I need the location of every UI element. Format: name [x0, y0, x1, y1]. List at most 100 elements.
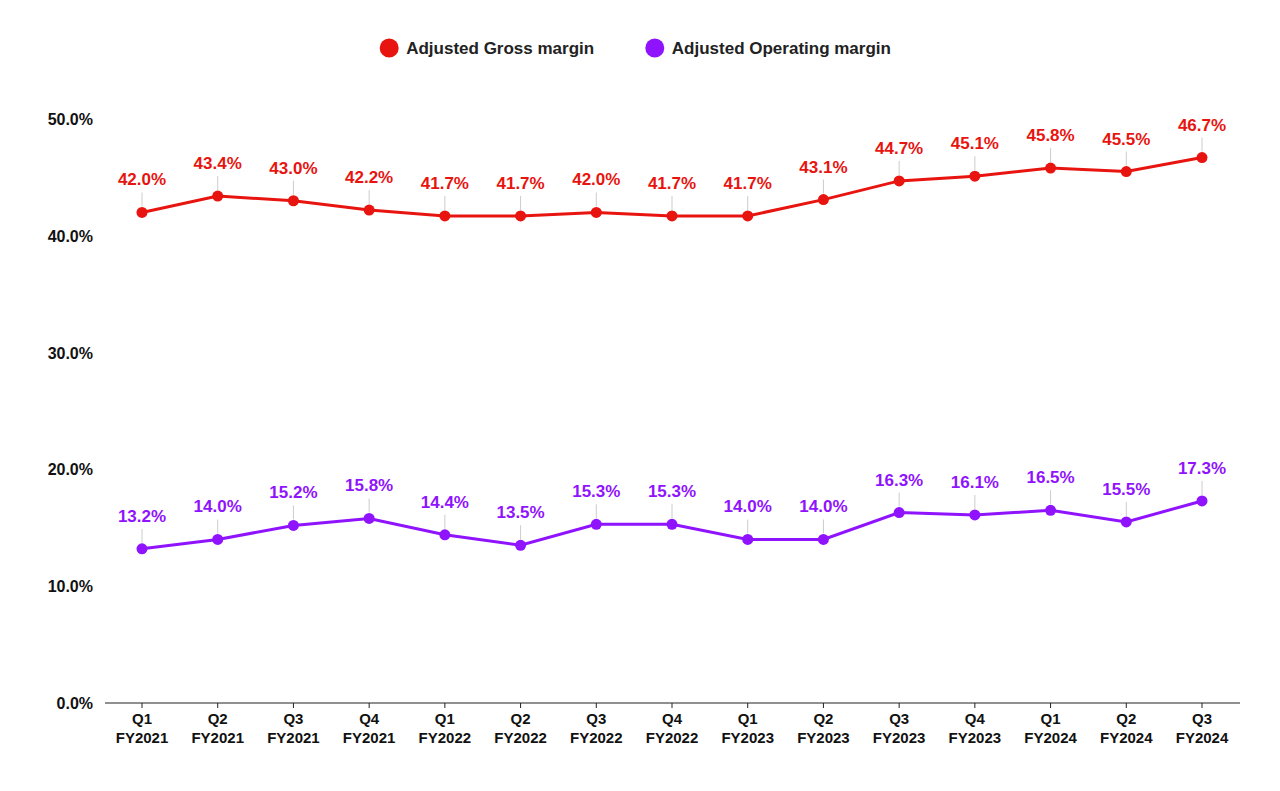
label-leader: [444, 196, 445, 210]
series-point: [818, 194, 829, 205]
label-leader: [899, 493, 900, 507]
y-tick-label: 30.0%: [48, 345, 93, 362]
x-tick-label: Q2 FY2023: [797, 710, 850, 746]
series-line: [142, 158, 1202, 216]
y-tick-label: 10.0%: [48, 578, 93, 595]
series-point: [212, 191, 223, 202]
data-label: 42.2%: [345, 168, 393, 187]
legend-marker: [645, 39, 664, 58]
x-tick-label-line: FY2021: [267, 729, 320, 746]
label-leader: [974, 495, 975, 509]
data-label: 43.0%: [269, 159, 317, 178]
x-tick: [142, 703, 143, 708]
series-point: [364, 205, 375, 216]
legend-label: Adjusted Operating margin: [672, 39, 891, 58]
x-tick-label-line: FY2024: [1100, 729, 1153, 746]
x-tick-label: Q2 FY2021: [191, 710, 244, 746]
chart: 0.0%10.0%20.0%30.0%40.0%50.0%Q1FY2021Q2F…: [0, 0, 1280, 791]
data-label: 17.3%: [1178, 459, 1226, 478]
label-leader: [974, 156, 975, 170]
data-label: 41.7%: [496, 174, 544, 193]
x-tick: [672, 703, 673, 708]
x-tick-label-line: Q2: [1116, 710, 1136, 727]
label-leader: [293, 181, 294, 195]
series-point: [1197, 495, 1208, 506]
label-leader: [369, 190, 370, 204]
x-tick: [369, 703, 370, 708]
x-tick-label-line: Q1: [132, 710, 152, 727]
label-leader: [747, 519, 748, 533]
series-point: [288, 520, 299, 531]
x-tick: [596, 703, 597, 708]
label-leader: [520, 196, 521, 210]
data-label: 45.8%: [1026, 126, 1074, 145]
x-tick: [974, 703, 975, 708]
series-point: [1045, 505, 1056, 516]
series-point: [439, 210, 450, 221]
label-leader: [142, 529, 143, 543]
series-point: [667, 519, 678, 530]
x-tick: [293, 703, 294, 708]
series-point: [515, 540, 526, 551]
x-tick: [1126, 703, 1127, 708]
legend-marker: [380, 39, 399, 58]
data-label: 15.8%: [345, 476, 393, 495]
x-tick-label: Q2FY2022: [494, 710, 547, 746]
data-label: 14.0%: [724, 497, 772, 516]
series-point: [515, 210, 526, 221]
data-label: 14.0%: [799, 497, 847, 516]
data-label: 14.0%: [194, 497, 242, 516]
label-leader: [1050, 490, 1051, 504]
x-tick-label-line: FY2023: [797, 729, 850, 746]
label-leader: [1126, 152, 1127, 166]
x-tick-label-line: FY2021: [191, 729, 244, 746]
series-point: [137, 207, 148, 218]
data-label: 42.0%: [118, 170, 166, 189]
label-leader: [1202, 481, 1203, 495]
x-tick-label-line: Q4: [965, 710, 986, 727]
x-tick: [444, 703, 445, 708]
x-tick-label: Q1FY2023: [721, 710, 774, 746]
x-tick-label-line: Q4: [359, 710, 380, 727]
label-leader: [823, 180, 824, 194]
x-tick-label: Q2 FY2024: [1100, 710, 1153, 746]
x-tick-label: Q1FY2024: [1024, 710, 1077, 746]
x-tick-label: Q3 FY2021: [267, 710, 320, 746]
data-label: 15.2%: [269, 483, 317, 502]
series-point: [1121, 166, 1132, 177]
series-point: [137, 543, 148, 554]
x-tick-label-line: Q2: [813, 710, 833, 727]
series-point: [667, 210, 678, 221]
data-label: 41.7%: [724, 174, 772, 193]
x-tick-label-line: FY2023: [949, 729, 1002, 746]
label-leader: [747, 196, 748, 210]
label-leader: [823, 519, 824, 533]
x-tick-label-line: Q1: [435, 710, 455, 727]
series-point: [1197, 152, 1208, 163]
x-tick-label: Q3 FY2023: [873, 710, 926, 746]
data-label: 14.4%: [421, 493, 469, 512]
data-label: 41.7%: [421, 174, 469, 193]
x-tick-label-line: FY2021: [116, 729, 169, 746]
x-tick-label: Q3FY2024: [1176, 710, 1229, 746]
x-tick-label-line: Q2: [208, 710, 228, 727]
series-point: [212, 534, 223, 545]
x-tick: [520, 703, 521, 708]
data-label: 45.5%: [1102, 130, 1150, 149]
label-leader: [142, 192, 143, 206]
series-point: [1121, 516, 1132, 527]
series-point: [742, 210, 753, 221]
series-point: [969, 171, 980, 182]
x-tick-label-line: Q3: [889, 710, 909, 727]
x-tick-label-line: FY2023: [873, 729, 926, 746]
series-point: [969, 509, 980, 520]
series-point: [591, 207, 602, 218]
x-tick: [899, 703, 900, 708]
x-tick-label-line: Q1: [1041, 710, 1061, 727]
x-tick-label-line: FY2022: [419, 729, 472, 746]
series-point: [591, 519, 602, 530]
x-tick-label-line: FY2022: [570, 729, 623, 746]
series-point: [439, 529, 450, 540]
x-tick-label-line: Q3: [283, 710, 303, 727]
label-leader: [596, 192, 597, 206]
